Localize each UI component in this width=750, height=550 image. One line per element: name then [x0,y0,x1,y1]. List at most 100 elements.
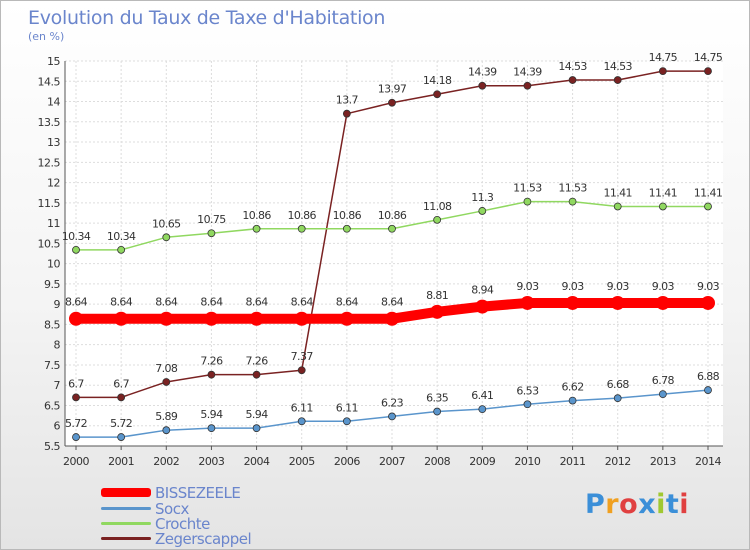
data-point-bissezeele [114,311,129,326]
y-tick-label: 13 [47,136,60,149]
data-label-socx: 6.62 [562,381,584,394]
data-point-socx [523,400,532,409]
x-tick-label: 2011 [560,455,586,468]
data-label-zegerscappel: 7.08 [155,362,178,375]
data-label-zegerscappel: 6.7 [113,377,129,390]
data-point-bissezeele [339,311,354,326]
chart-title: Evolution du Taux de Taxe d'Habitation [28,7,386,29]
data-label-crochte: 11.08 [423,200,452,213]
data-label-zegerscappel: 13.7 [336,94,359,107]
data-label-crochte: 11.41 [649,186,678,199]
legend-swatch-bissezeele [101,488,151,497]
data-point-bissezeele [69,311,83,326]
y-tick-label: 8 [54,339,61,352]
data-point-crochte [207,229,216,238]
x-tick-label: 2012 [605,455,631,468]
data-point-crochte [658,202,667,211]
x-tick-label: 2010 [514,455,540,468]
data-point-zegerscappel [388,98,396,107]
data-point-crochte [342,224,351,233]
data-point-bissezeele [430,304,445,319]
data-label-zegerscappel: 14.53 [558,60,587,73]
data-point-bissezeele [701,295,715,310]
data-label-bissezeele: 9.03 [652,280,675,293]
data-point-socx [207,424,216,433]
y-tick-label: 10.5 [38,237,61,250]
y-tick-label: 5.5 [44,440,60,453]
data-point-zegerscappel [613,76,622,84]
data-label-bissezeele: 8.64 [381,296,404,309]
data-label-crochte: 10.86 [287,209,316,222]
logo-letter: t [665,489,680,520]
data-label-bissezeele: 8.64 [110,296,133,309]
data-label-crochte: 10.34 [62,230,91,243]
data-label-socx: 6.35 [426,392,449,405]
data-label-crochte: 10.65 [152,217,181,230]
legend-item-zegerscappel[interactable]: Zegerscappel [101,530,321,548]
y-tick-label: 14 [47,96,60,109]
data-point-socx [162,426,171,435]
data-label-bissezeele: 8.94 [471,284,494,297]
data-label-crochte: 10.34 [107,230,136,243]
data-label-bissezeele: 8.81 [426,289,448,302]
data-label-socx: 6.23 [381,396,404,409]
data-point-crochte [388,224,396,233]
data-label-crochte: 11.53 [558,182,587,195]
data-label-socx: 5.89 [155,410,178,423]
data-label-bissezeele: 8.64 [65,296,88,309]
data-point-crochte [568,197,577,206]
x-tick-label: 2006 [334,455,360,468]
data-point-crochte [297,224,306,233]
y-tick-label: 13.5 [38,116,61,129]
data-point-crochte [252,224,261,233]
data-point-zegerscappel [297,366,306,375]
data-label-bissezeele: 9.03 [562,280,585,293]
legend-item-crochte[interactable]: Crochte [101,515,321,533]
x-tick-label: 2003 [198,455,224,468]
data-point-bissezeele [610,295,625,310]
y-tick-label: 15 [47,55,60,68]
x-tick-label: 2009 [469,455,495,468]
data-label-socx: 5.72 [110,417,132,430]
data-label-crochte: 10.86 [242,209,271,222]
data-point-socx [568,396,577,405]
data-point-crochte [117,245,126,254]
legend-item-socx[interactable]: Socx [101,500,321,518]
y-tick-label: 14.5 [38,75,61,88]
y-tick-label: 12 [47,177,60,190]
legend-swatch-socx [101,507,151,510]
data-point-crochte [613,202,622,211]
data-label-zegerscappel: 13.97 [378,83,407,96]
data-label-bissezeele: 9.03 [697,280,720,293]
data-point-socx [478,405,487,414]
x-tick-label: 2002 [153,455,179,468]
data-label-socx: 6.78 [652,374,675,387]
legend-item-bissezeele[interactable]: BISSEZEELE [101,484,321,502]
data-label-bissezeele: 9.03 [516,280,539,293]
data-label-zegerscappel: 7.26 [200,355,223,368]
data-point-zegerscappel [433,90,442,99]
data-point-socx [342,417,351,426]
data-label-socx: 6.53 [516,384,539,397]
proxiti-logo: Proxiti [585,489,689,520]
data-label-zegerscappel: 14.75 [649,51,678,64]
data-label-zegerscappel: 7.26 [246,355,269,368]
data-point-socx [388,412,396,421]
data-point-socx [252,424,261,433]
data-label-crochte: 11.3 [471,191,494,204]
data-point-bissezeele [520,295,535,310]
data-point-socx [658,390,667,399]
y-tick-label: 7 [54,379,61,392]
data-label-bissezeele: 8.64 [291,296,314,309]
data-point-crochte [72,245,80,254]
data-label-socx: 6.11 [336,401,358,414]
data-point-socx [72,433,80,441]
y-tick-label: 9.5 [44,278,60,291]
data-point-socx [433,407,442,416]
x-tick-label: 2001 [108,455,134,468]
data-label-crochte: 11.53 [513,182,542,195]
y-tick-label: 10 [47,258,60,271]
data-label-zegerscappel: 14.39 [468,66,497,79]
data-label-zegerscappel: 7.37 [291,350,314,363]
